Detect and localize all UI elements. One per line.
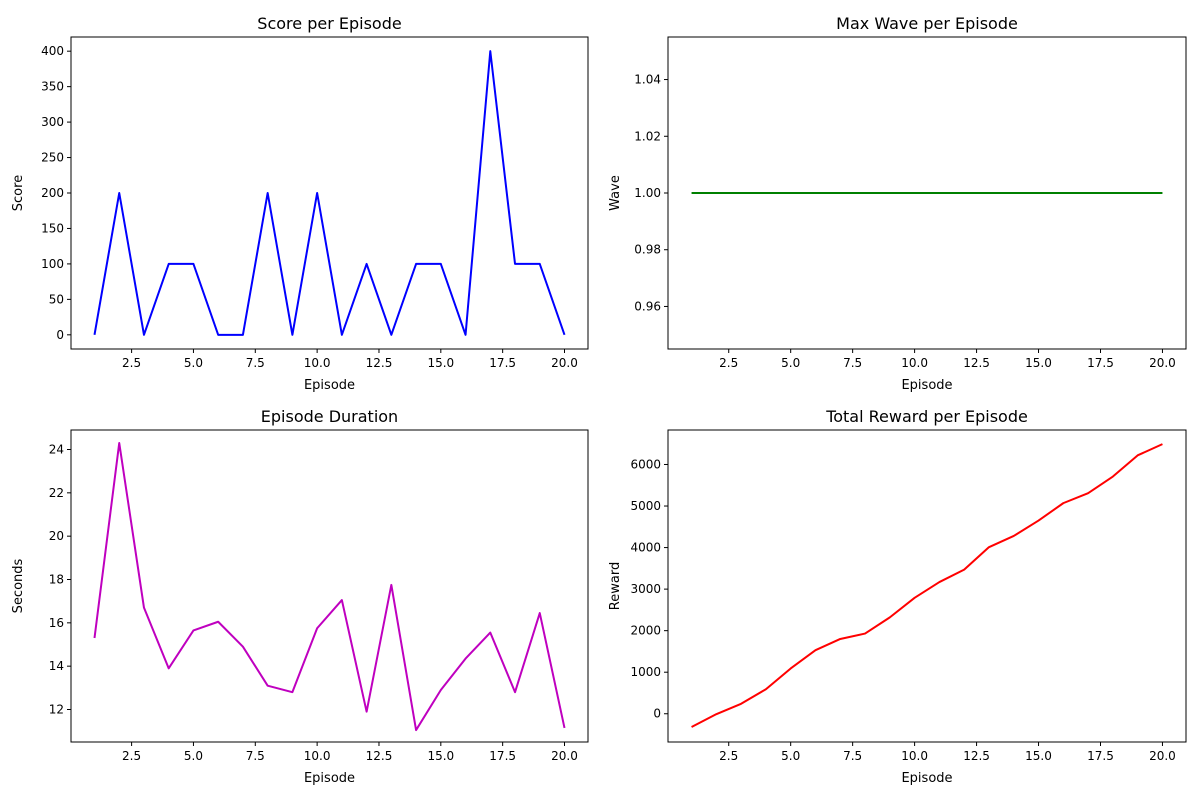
reward-x-tick-label: 20.0 xyxy=(1149,749,1176,763)
score-x-tick-label: 20.0 xyxy=(551,356,578,370)
score-x-tick-label: 5.0 xyxy=(184,356,203,370)
wave-x-tick-label: 17.5 xyxy=(1087,356,1114,370)
reward-y-axis-label: Reward xyxy=(608,562,623,610)
wave-x-tick-label: 2.5 xyxy=(719,356,738,370)
duration-x-tick-label: 2.5 xyxy=(122,749,141,763)
duration-x-tick-label: 12.5 xyxy=(366,749,393,763)
duration-chart: 2.5 5.0 7.5 10.0 12.5 15.0 17.5 20.0 12 14 16 18 20 2… xyxy=(11,407,589,786)
duration-x-tick-label: 17.5 xyxy=(489,749,516,763)
score-axes-frame xyxy=(70,36,589,350)
reward-axes-frame xyxy=(667,429,1187,743)
reward-y-tick-label: 4000 xyxy=(630,541,661,555)
reward-series-line xyxy=(691,443,1163,728)
score-x-tick-label: 12.5 xyxy=(366,356,393,370)
duration-y-axis-label: Seconds xyxy=(11,558,26,613)
reward-x-tick-label: 17.5 xyxy=(1087,749,1114,763)
score-y-tick-label: 250 xyxy=(41,151,64,165)
reward-x-tick-label: 10.0 xyxy=(901,749,928,763)
duration-y-tick-label: 20 xyxy=(49,529,64,543)
score-y-tick-label: 50 xyxy=(49,292,64,306)
score-y-tick-label: 0 xyxy=(56,328,64,342)
duration-series-line xyxy=(93,442,566,732)
duration-chart-title: Episode Duration xyxy=(261,407,398,426)
wave-x-tick-label: 12.5 xyxy=(963,356,990,370)
reward-x-axis-label: Episode xyxy=(901,771,952,786)
reward-y-tick-label: 1000 xyxy=(630,665,661,679)
wave-y-tick-label: 1.02 xyxy=(634,129,661,143)
score-y-tick-label: 400 xyxy=(41,44,64,58)
wave-chart-title: Max Wave per Episode xyxy=(836,14,1018,33)
score-series-line xyxy=(93,50,566,336)
wave-x-tick-label: 7.5 xyxy=(843,356,862,370)
duration-x-tick-label: 15.0 xyxy=(427,749,454,763)
duration-x-tick-label: 10.0 xyxy=(304,749,331,763)
score-chart: 2.5 5.0 7.5 10.0 12.5 15.0 17.5 20.0 0 50 100 150 20… xyxy=(11,14,589,393)
score-y-tick-label: 200 xyxy=(41,186,64,200)
wave-x-tick-label: 5.0 xyxy=(781,356,800,370)
reward-y-tick-label: 6000 xyxy=(630,457,661,471)
reward-x-tick-label: 12.5 xyxy=(963,749,990,763)
duration-y-tick-label: 24 xyxy=(49,443,64,457)
reward-y-tick-label: 2000 xyxy=(630,624,661,638)
score-y-axis-label: Score xyxy=(11,175,26,211)
reward-chart: 2.5 5.0 7.5 10.0 12.5 15.0 17.5 20.0 0 1000 2000 30… xyxy=(608,407,1187,786)
wave-x-tick-label: 15.0 xyxy=(1025,356,1052,370)
duration-x-axis-label: Episode xyxy=(304,771,355,786)
score-x-tick-label: 17.5 xyxy=(489,356,516,370)
wave-x-axis-label: Episode xyxy=(901,378,952,393)
duration-x-tick-label: 5.0 xyxy=(184,749,203,763)
reward-y-tick-label: 3000 xyxy=(630,582,661,596)
duration-x-tick-label: 20.0 xyxy=(551,749,578,763)
score-y-tick-label: 350 xyxy=(41,80,64,94)
wave-y-tick-label: 1.00 xyxy=(634,186,661,200)
duration-y-tick-label: 16 xyxy=(49,616,64,630)
score-y-tick-label: 300 xyxy=(41,115,64,129)
score-y-tick-label: 100 xyxy=(41,257,64,271)
reward-y-tick-label: 5000 xyxy=(630,499,661,513)
score-y-tick-label: 150 xyxy=(41,221,64,235)
reward-chart-title: Total Reward per Episode xyxy=(825,407,1028,426)
wave-y-tick-label: 0.98 xyxy=(634,243,661,257)
reward-y-tick-label: 0 xyxy=(653,707,661,721)
wave-y-axis-label: Wave xyxy=(608,175,623,211)
score-chart-title: Score per Episode xyxy=(257,14,401,33)
reward-x-tick-label: 7.5 xyxy=(843,749,862,763)
reward-x-tick-label: 2.5 xyxy=(719,749,738,763)
duration-y-tick-label: 18 xyxy=(49,573,64,587)
wave-y-tick-label: 0.96 xyxy=(634,299,661,313)
wave-y-tick-label: 1.04 xyxy=(634,73,661,87)
duration-y-tick-label: 12 xyxy=(49,703,64,717)
reward-x-tick-label: 5.0 xyxy=(781,749,800,763)
wave-x-tick-label: 20.0 xyxy=(1149,356,1176,370)
reward-x-tick-label: 15.0 xyxy=(1025,749,1052,763)
score-x-tick-label: 10.0 xyxy=(304,356,331,370)
score-x-axis-label: Episode xyxy=(304,378,355,393)
duration-axes-frame xyxy=(70,429,589,743)
score-x-tick-label: 2.5 xyxy=(122,356,141,370)
wave-x-tick-label: 10.0 xyxy=(901,356,928,370)
duration-x-tick-label: 7.5 xyxy=(246,749,265,763)
score-x-tick-label: 7.5 xyxy=(246,356,265,370)
duration-y-tick-label: 14 xyxy=(49,659,64,673)
score-x-tick-label: 15.0 xyxy=(427,356,454,370)
duration-y-tick-label: 22 xyxy=(49,486,64,500)
wave-chart: 2.5 5.0 7.5 10.0 12.5 15.0 17.5 20.0 0.96 0.98 1.0… xyxy=(608,14,1187,393)
